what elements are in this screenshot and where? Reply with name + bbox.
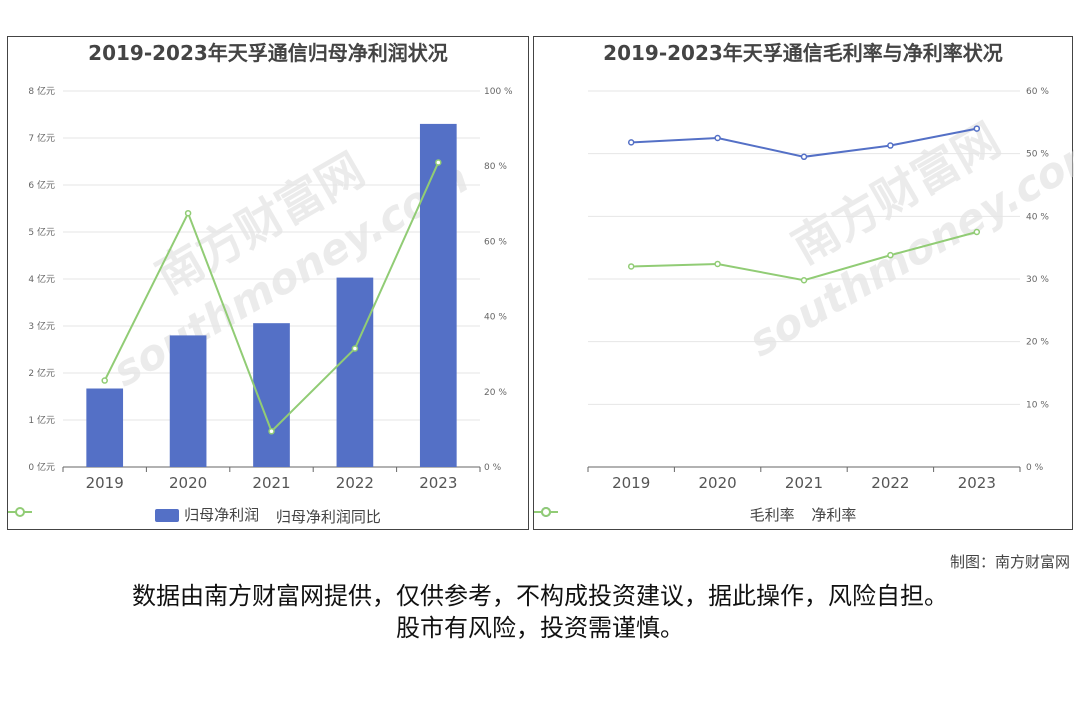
legend-swatch [155, 508, 180, 522]
chart-title: 2019-2023年天孚通信归母净利润状况 [88, 41, 448, 65]
y-left-tick-label: 7 亿元 [28, 132, 55, 144]
y-right-tick-label: 30 % [1026, 275, 1049, 285]
y-left-tick-label: 3 亿元 [28, 320, 55, 332]
disclaimer-line-2: 股市有风险，投资需谨慎。 [396, 614, 684, 642]
data-point [627, 139, 635, 146]
disclaimer-line-1: 数据由南方财富网提供，仅供参考，不构成投资建议，据此操作，风险自担。 [132, 582, 948, 610]
x-tick-label: 2022 [336, 474, 374, 492]
y-left-tick-label: 1 亿元 [28, 414, 55, 426]
legend-label: 归母净利润 [184, 506, 260, 524]
data-point [268, 428, 275, 435]
legend-line-swatch [534, 507, 558, 517]
x-tick-label: 2023 [419, 474, 457, 492]
bar [86, 388, 124, 467]
chart-credit: 制图：南方财富网 [949, 553, 1070, 571]
y-right-tick-label: 40 % [484, 313, 507, 323]
y-left-tick-label: 8 亿元 [28, 85, 55, 97]
x-tick-label: 2023 [958, 474, 996, 492]
legend-label: 归母净利润同比 [275, 507, 381, 526]
x-tick-label: 2020 [699, 474, 737, 492]
data-point [351, 345, 359, 352]
y-right-tick-label: 60 % [1026, 87, 1049, 97]
bar [253, 323, 290, 467]
y-right-tick-label: 60 % [484, 237, 507, 247]
y-left-tick-label: 4 亿元 [28, 273, 55, 285]
x-tick-label: 2021 [252, 474, 290, 492]
legend-item-gross-margin[interactable]: 毛利率 [534, 505, 795, 525]
data-point [714, 134, 721, 142]
chart-legend: 毛利率 净利率 [534, 505, 1072, 525]
y-left-tick-label: 0 亿元 [28, 461, 55, 473]
y-right-tick-label: 20 % [484, 388, 507, 398]
x-tick-label: 2020 [169, 474, 207, 492]
legend-item-net-margin[interactable]: 净利率 [534, 505, 857, 525]
bar [419, 123, 457, 468]
disclaimer: 数据由南方财富网提供，仅供参考，不构成投资建议，据此操作，风险自担。 股市有风险… [0, 580, 1080, 644]
y-right-tick-label: 100 % [484, 87, 513, 97]
data-point [887, 251, 894, 259]
y-right-tick-label: 20 % [1026, 338, 1049, 348]
bar [336, 277, 374, 467]
data-point [184, 209, 192, 217]
x-tick-label: 2022 [871, 474, 909, 492]
chart-legend: 归母净利润 归母净利润同比 [8, 505, 528, 527]
y-right-tick-label: 40 % [1026, 212, 1049, 222]
y-left-tick-label: 5 亿元 [28, 226, 55, 238]
legend-item-net-profit[interactable]: 归母净利润 [155, 505, 259, 525]
data-point [800, 153, 808, 161]
y-right-tick-label: 10 % [1026, 400, 1049, 410]
data-point [973, 228, 981, 236]
y-right-tick-label: 0 % [1026, 463, 1044, 473]
x-tick-label: 2021 [785, 474, 823, 492]
margin-chart-panel: 2019-2023年天孚通信毛利率与净利率状况 南方财富网 southmoney.… [533, 36, 1074, 530]
legend-label: 毛利率 [749, 506, 795, 524]
x-tick-label: 2019 [612, 474, 650, 492]
legend-line-swatch [8, 507, 32, 517]
y-right-tick-label: 80 % [484, 162, 507, 172]
y-left-tick-label: 6 亿元 [28, 179, 55, 191]
data-point [435, 159, 442, 166]
legend-label: 净利率 [811, 506, 857, 524]
data-point [101, 377, 108, 384]
y-right-tick-label: 0 % [484, 463, 502, 473]
data-point [714, 260, 721, 268]
chart-title: 2019-2023年天孚通信毛利率与净利率状况 [603, 41, 1003, 65]
data-point [800, 277, 808, 284]
data-point [887, 142, 894, 149]
y-left-tick-label: 2 亿元 [28, 367, 55, 379]
y-right-tick-label: 50 % [1026, 150, 1049, 160]
net-profit-chart-panel: 2019-2023年天孚通信归母净利润状况 南方财富网 southmoney.co… [7, 36, 529, 530]
bar [169, 335, 207, 467]
legend-item-net-profit-yoy[interactable]: 归母净利润同比 [8, 507, 381, 527]
x-tick-label: 2019 [86, 474, 124, 492]
data-point [973, 125, 981, 132]
data-point [627, 263, 635, 270]
